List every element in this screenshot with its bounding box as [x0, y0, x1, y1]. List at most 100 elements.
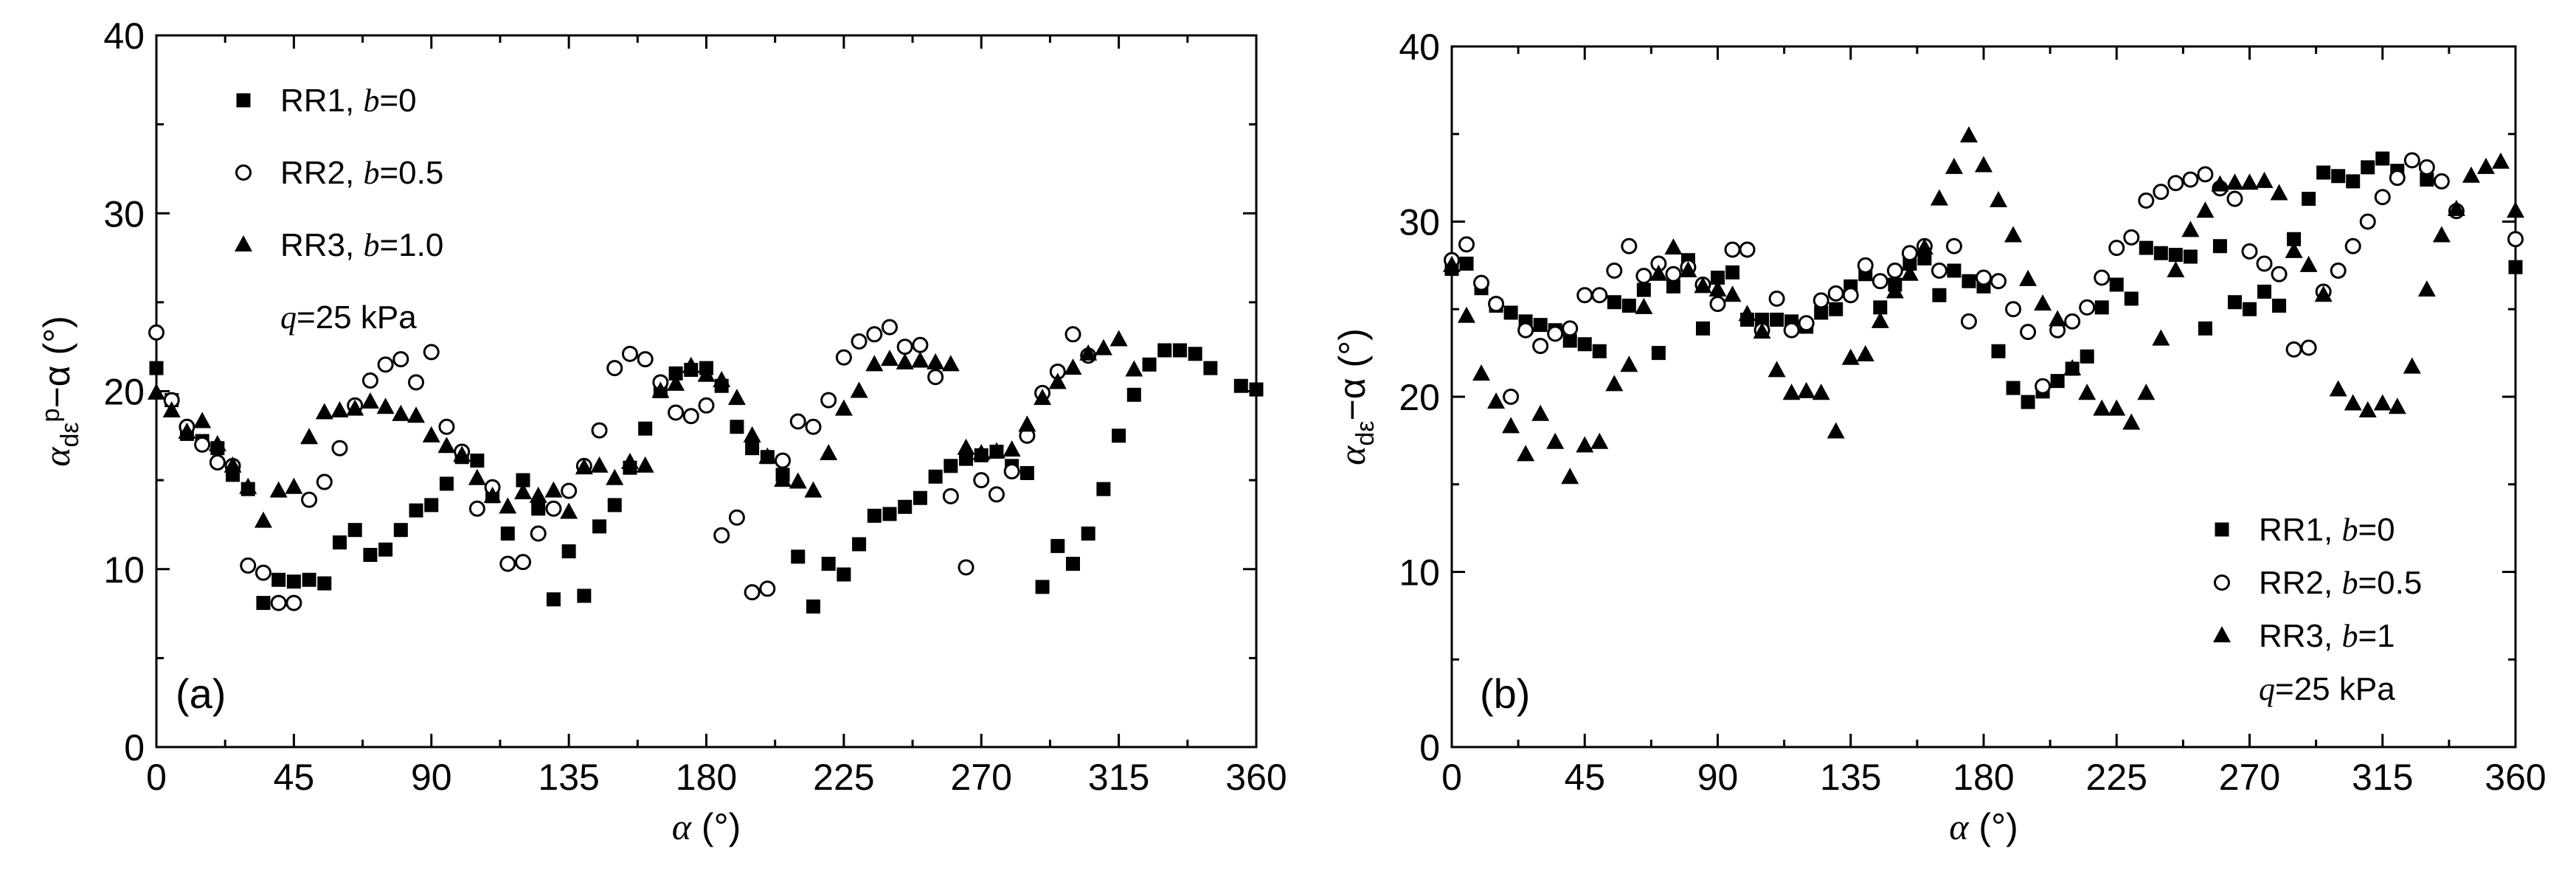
data-point-triangle: [941, 355, 960, 372]
data-point-circle: [1003, 463, 1020, 480]
y-axis-subscript: dε: [56, 422, 84, 447]
data-point-triangle: [1930, 189, 1948, 206]
y-tick-label: 40: [1399, 27, 1440, 68]
y-axis-superscript: p: [37, 409, 65, 423]
data-point-triangle: [1546, 432, 1565, 449]
data-point-square: [2375, 151, 2390, 166]
legend-entry: RR1, b=0: [2259, 512, 2395, 548]
legend-value: =1.0: [379, 227, 443, 263]
data-point-triangle: [2417, 280, 2436, 297]
data-point-square: [607, 498, 622, 513]
data-point-circle: [606, 360, 623, 377]
x-tick-label: 270: [2219, 757, 2280, 798]
data-point-triangle: [1443, 255, 1461, 272]
data-point-square: [577, 588, 592, 603]
data-point-square: [347, 523, 362, 538]
data-point-triangle: [1856, 345, 1874, 361]
data-point-circle: [1635, 268, 1652, 285]
data-point-circle: [2359, 213, 2376, 230]
legend-variable: b: [363, 155, 379, 191]
legend-entry: RR2, b=0.5: [280, 155, 443, 191]
data-point-square: [867, 508, 882, 523]
legend-marker-triangle: [2213, 626, 2231, 642]
data-point-circle: [2285, 341, 2302, 358]
data-point-triangle: [1590, 432, 1609, 449]
data-point-square: [2168, 248, 2183, 263]
data-point-triangle: [422, 426, 440, 442]
legend-entry: RR3, b=1.0: [280, 227, 443, 263]
data-point-triangle: [1900, 264, 1919, 281]
data-point-square: [821, 557, 836, 572]
legend-note: q=25 kPa: [2259, 671, 2395, 707]
data-point-triangle: [1694, 277, 1712, 294]
data-point-circle: [255, 564, 271, 581]
data-point-triangle: [2432, 226, 2451, 243]
data-point-triangle: [834, 399, 853, 416]
data-point-circle: [698, 397, 715, 414]
y-tick-label: 0: [124, 727, 145, 768]
data-point-circle: [2344, 237, 2361, 254]
data-point-square: [2243, 302, 2257, 316]
data-point-triangle: [2240, 173, 2259, 190]
data-point-square: [1459, 257, 1474, 271]
data-point-circle: [2182, 171, 2199, 188]
data-point-triangle: [2388, 397, 2406, 414]
y-tick-label: 0: [1419, 727, 1440, 768]
data-point-square: [439, 476, 454, 491]
data-point-circle: [1532, 338, 1549, 355]
data-point-triangle: [346, 399, 364, 416]
data-point-circle: [2403, 152, 2420, 169]
y-tick-label: 40: [103, 15, 145, 57]
data-point-triangle: [620, 453, 639, 469]
legend-note: q=25 kPa: [280, 299, 417, 336]
data-point-square: [333, 535, 347, 550]
data-point-circle: [285, 594, 302, 611]
data-point-square: [1932, 288, 1947, 302]
data-point-circle: [148, 324, 165, 341]
data-point-triangle: [2152, 329, 2170, 346]
data-point-square: [1019, 465, 1034, 480]
data-point-circle: [316, 473, 333, 490]
data-point-triangle: [697, 365, 716, 382]
data-point-triangle: [1033, 389, 1052, 406]
data-point-triangle: [2373, 394, 2392, 411]
data-point-square: [668, 366, 683, 381]
data-point-triangle: [2063, 359, 2082, 375]
data-point-circle: [2064, 313, 2081, 330]
data-point-triangle: [1679, 261, 1697, 277]
data-point-triangle: [1003, 440, 1021, 457]
legend-marker-circle: [235, 164, 252, 181]
data-point-triangle: [1109, 330, 1128, 347]
data-point-triangle: [850, 381, 868, 398]
data-point-square: [1249, 382, 1264, 397]
data-point-square: [2153, 246, 2168, 260]
data-point-square: [1873, 300, 1888, 315]
data-point-square: [2124, 291, 2139, 306]
legend-entry: RR1, b=0: [280, 83, 417, 119]
data-point-circle: [866, 326, 883, 343]
data-point-square: [837, 567, 851, 582]
data-point-square: [1050, 538, 1065, 553]
data-point-triangle: [224, 456, 242, 473]
data-point-triangle: [2226, 173, 2244, 190]
legend-note-variable: q: [280, 299, 297, 336]
data-point-circle: [301, 491, 318, 508]
y-axis-subscript: dε: [1351, 420, 1379, 445]
data-point-square: [2316, 165, 2331, 180]
series-circle: [1444, 152, 2524, 405]
data-point-square: [1126, 387, 1141, 402]
data-point-circle: [408, 374, 425, 391]
data-point-circle: [805, 418, 822, 435]
legend-value: =0.5: [379, 155, 443, 191]
data-point-triangle: [651, 381, 670, 398]
data-point-triangle: [2329, 380, 2347, 397]
data-point-circle: [2079, 299, 2096, 316]
data-point-square: [1770, 313, 1784, 327]
data-point-square: [271, 572, 286, 587]
data-point-circle: [882, 319, 898, 336]
data-point-circle: [988, 486, 1005, 503]
data-point-circle: [377, 356, 394, 373]
